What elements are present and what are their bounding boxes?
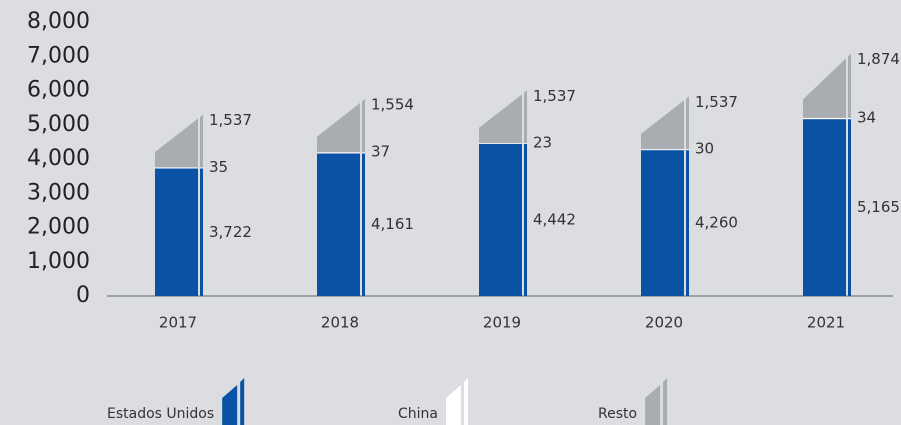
y-tick-label: 5,000 (27, 112, 90, 137)
y-tick-label: 8,000 (27, 9, 90, 34)
value-label: 35 (209, 158, 228, 176)
bar-segment (479, 143, 527, 296)
bar-segment (317, 153, 365, 296)
value-label: 4,260 (695, 214, 738, 232)
value-label: 23 (533, 134, 552, 152)
value-label: 37 (371, 143, 390, 161)
legend-label: Estados Unidos (107, 406, 214, 422)
value-label: 1,537 (695, 93, 738, 111)
legend-label: China (398, 406, 438, 422)
value-label: 3,722 (209, 223, 252, 241)
bar-segment (155, 167, 203, 169)
bar-segment (317, 98, 365, 153)
legend-label: Resto (598, 406, 637, 422)
legend-icon (645, 378, 668, 425)
y-tick-label: 4,000 (27, 146, 90, 171)
y-tick-label: 6,000 (27, 78, 90, 103)
bar-segment (479, 143, 527, 144)
x-tick-label: 2017 (159, 314, 197, 332)
legend-icon (446, 378, 468, 425)
value-label: 4,442 (533, 210, 576, 228)
value-label: 34 (857, 108, 876, 126)
y-tick-label: 2,000 (27, 215, 90, 240)
value-label: 4,161 (371, 215, 414, 233)
x-tick-label: 2021 (807, 314, 845, 332)
value-label: 1,537 (209, 111, 252, 129)
y-tick-label: 0 (76, 283, 90, 308)
y-tick-label: 1,000 (27, 249, 90, 274)
x-tick-label: 2018 (321, 314, 359, 332)
bar-segment (803, 119, 851, 296)
bar-segment (155, 168, 203, 296)
x-tick-label: 2019 (483, 314, 521, 332)
value-label: 1,554 (371, 95, 414, 113)
value-label: 1,537 (533, 87, 576, 105)
value-label: 5,165 (857, 198, 900, 216)
bar-segment (317, 152, 365, 154)
bar-segment (155, 114, 203, 168)
value-label: 1,874 (857, 50, 900, 68)
y-tick-label: 3,000 (27, 180, 90, 205)
legend-icon (222, 378, 245, 425)
bar-segment (641, 149, 689, 151)
bar-segment (479, 90, 527, 144)
x-tick-label: 2020 (645, 314, 683, 332)
bar-segment (641, 96, 689, 150)
y-tick-label: 7,000 (27, 43, 90, 68)
bar-segment (641, 150, 689, 296)
value-label: 30 (695, 140, 714, 158)
bar-segment (803, 53, 851, 118)
bar-segment (803, 117, 851, 120)
